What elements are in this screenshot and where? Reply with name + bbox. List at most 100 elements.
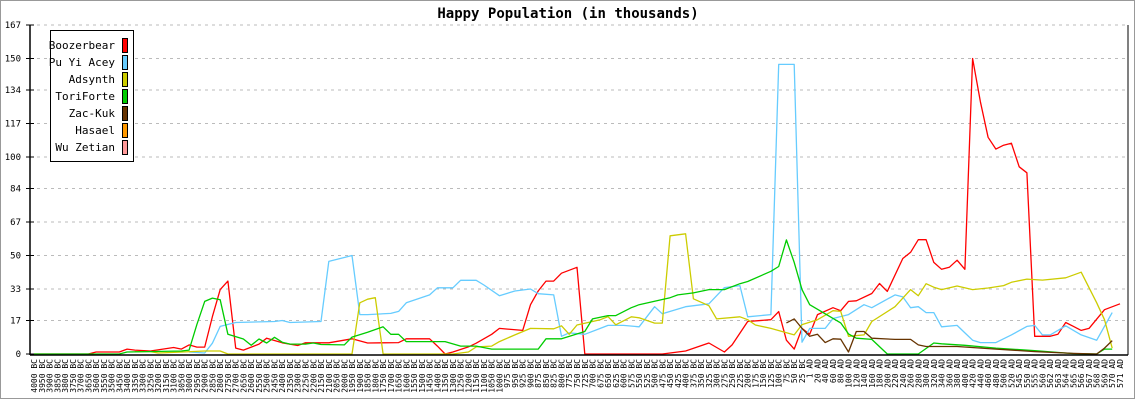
y-tick-label: 33 [10,285,21,295]
x-tick-label: 3600 BC [92,359,101,393]
x-tick-label: 40 AD [821,359,830,383]
x-tick-label: 280 AD [914,359,923,388]
x-tick-label: 3650 BC [84,359,93,393]
x-tick-label: 750 BC [573,359,582,388]
x-tick-label: 50 BC [790,359,799,383]
x-tick-label: 550 BC [635,359,644,388]
x-tick-label: 2400 BC [278,359,287,393]
x-tick-label: 260 AD [907,359,916,388]
legend-label: Hasael [75,124,115,137]
series-line-zac-kuk [786,318,1113,355]
x-tick-label: 2150 BC [317,359,326,393]
x-tick-label: 2350 BC [286,359,295,393]
x-tick-label: 2200 BC [309,359,318,393]
y-tick-label: 0 [16,350,21,360]
x-tick-label: 1300 BC [449,359,458,393]
x-tick-label: 60 AD [829,359,838,383]
x-tick-label: 825 BC [550,359,559,388]
x-tick-label: 564 AD [1062,359,1071,388]
x-tick-label: 325 BC [705,359,714,388]
x-tick-label: 1250 BC [457,359,466,393]
x-tick-label: 2100 BC [325,359,334,393]
x-tick-label: 3450 BC [115,359,124,393]
series-line-toriforte [34,239,1113,355]
legend-label: Wu Zetian [55,141,115,154]
x-tick-label: 950 BC [511,359,520,388]
x-tick-label: 1200 BC [464,359,473,393]
x-tick-label: 1550 BC [410,359,419,393]
x-tick-label: 2500 BC [263,359,272,393]
x-tick-label: 568 AD [1093,359,1102,388]
x-tick-label: 2000 BC [340,359,349,393]
x-tick-label: 975 BC [503,359,512,388]
legend-label: Zac-Kuk [69,107,116,120]
legend-label: Boozerbear [49,39,116,52]
x-tick-label: 2700 BC [232,359,241,393]
legend-swatch [122,72,128,87]
x-tick-label: 875 BC [534,359,543,388]
x-tick-label: 250 BC [728,359,737,388]
x-tick-label: 2850 BC [208,359,217,393]
series-line-boozerbear [34,57,1121,355]
x-tick-label: 3500 BC [108,359,117,393]
y-tick-label: 84 [10,185,21,195]
x-tick-label: 900 BC [526,359,535,388]
x-tick-label: 2050 BC [333,359,342,393]
x-tick-label: 75 BC [782,359,791,383]
x-tick-label: 3850 BC [53,359,62,393]
x-tick-label: 4000 BC [30,359,39,393]
x-tick-label: 1800 BC [371,359,380,393]
legend-swatch [122,123,128,138]
x-tick-label: 560 AD [1038,359,1047,388]
x-tick-label: 275 BC [720,359,729,388]
legend-label: Adsynth [69,73,115,86]
x-tick-label: 375 BC [689,359,698,388]
legend-swatch [122,106,128,121]
x-tick-label: 450 BC [666,359,675,388]
x-tick-label: 500 AD [1000,359,1009,388]
x-tick-label: 567 AD [1085,359,1094,388]
x-tick-label: 240 AD [899,359,908,388]
x-tick-label: 571 AD [1116,359,1125,388]
x-tick-label: 1100 BC [480,359,489,393]
x-tick-label: 475 BC [658,359,667,388]
x-tick-label: 3300 BC [139,359,148,393]
chart-title: Happy Population (in thousands) [437,6,698,22]
y-tick-label: 117 [5,120,21,130]
x-tick-label: 300 BC [713,359,722,388]
x-tick-label: 120 AD [852,359,861,388]
x-tick-label: 480 AD [992,359,1001,388]
x-tick-label: 3400 BC [123,359,132,393]
legend: Boozerbear Pu Yi Acey Adsynth ToriForte Zac-… [49,30,134,162]
x-tick-label: 340 AD [938,359,947,388]
y-tick-label: 167 [5,21,21,31]
x-tick-label: 100 AD [845,359,854,388]
legend-swatch [122,38,128,53]
x-tick-label: 1950 BC [348,359,357,393]
x-tick-label: 140 AD [860,359,869,388]
x-tick-label: 3150 BC [162,359,171,393]
x-tick-label: 2650 BC [239,359,248,393]
x-tick-label: 1050 BC [488,359,497,393]
x-tick-label: 2450 BC [270,359,279,393]
x-tick-label: 3100 BC [170,359,179,393]
x-tick-label: 400 AD [961,359,970,388]
x-tick-label: 1850 BC [364,359,373,393]
x-tick-label: 3700 BC [77,359,86,393]
x-tick-label: 2900 BC [201,359,210,393]
x-tick-label: 725 BC [581,359,590,388]
x-tick-label: 565 AD [1069,359,1078,388]
x-tick-label: 460 AD [984,359,993,388]
x-tick-label: 570 AD [1108,359,1117,388]
y-tick-label: 134 [5,86,21,96]
x-tick-label: 3950 BC [38,359,47,393]
legend-box [50,30,134,162]
x-tick-label: 3350 BC [131,359,140,393]
x-tick-label: 3550 BC [100,359,109,393]
x-tick-label: 20 AD [813,359,822,383]
x-tick-label: 2300 BC [294,359,303,393]
series-line-pu-yi-acey [189,63,1113,354]
